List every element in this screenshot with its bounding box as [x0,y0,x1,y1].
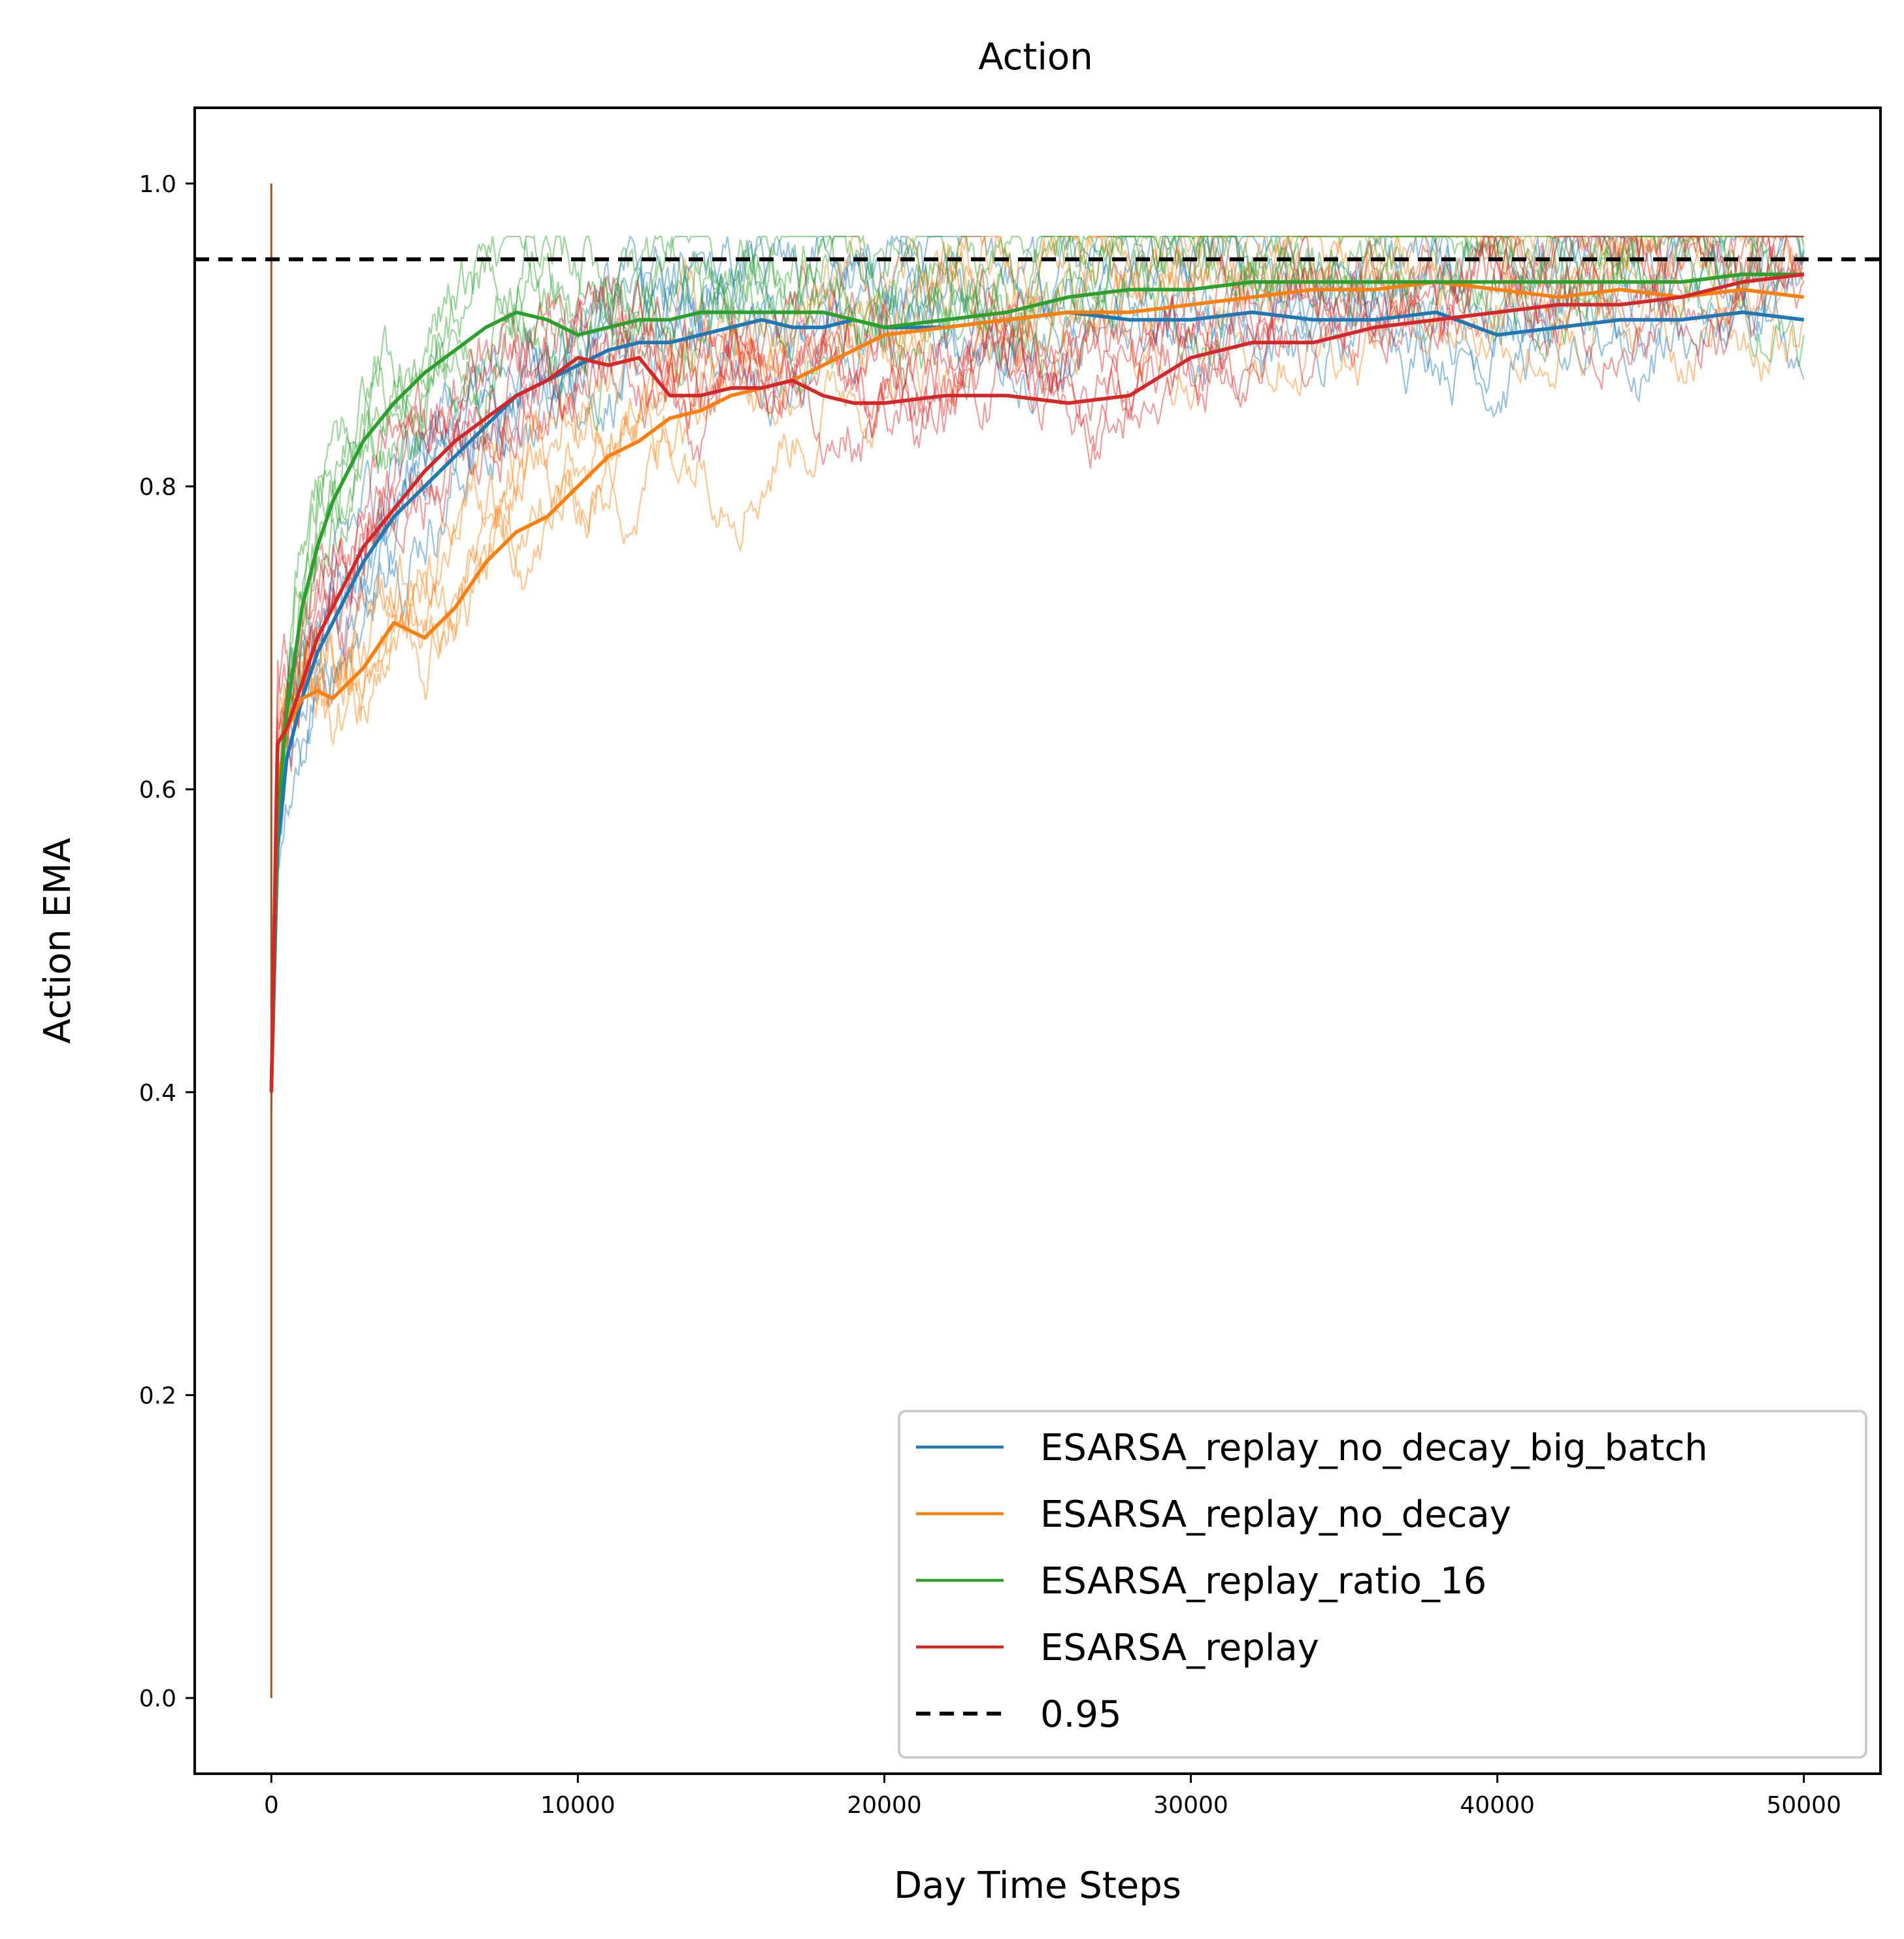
legend-label: ESARSA_replay [1040,1627,1319,1669]
y-tick-label: 1.0 [139,171,176,198]
run-line [271,235,1805,1067]
run-line [271,234,1804,1072]
run-line [271,234,1805,1068]
y-tick-label: 0.0 [139,1686,176,1712]
series-line [269,272,1805,1092]
y-tick-label: 0.6 [139,777,176,804]
run-line [271,234,1804,1062]
run-line [271,234,1805,1094]
run-line [271,233,1805,1104]
legend-frame [898,1410,1867,1759]
legend-label: ESARSA_replay_no_decay [1040,1493,1511,1536]
run-line [271,237,1805,1114]
run-line [271,235,1805,1114]
series-line [269,280,1805,1092]
x-tick-label: 30000 [1153,1792,1228,1819]
x-tick-label: 0 [264,1792,279,1819]
y-tick-label: 0.4 [139,1080,176,1107]
x-axis-ticks: 0 10000 20000 30000 40000 50000 [264,1774,1841,1819]
chart-title: Action [978,36,1092,78]
run-line [271,235,1805,1110]
legend-label: ESARSA_replay_no_decay_big_batch [1040,1427,1708,1469]
run-line [271,234,1804,1083]
x-tick-label: 20000 [847,1792,922,1819]
mean-series-lines [269,272,1805,1092]
y-tick-label: 0.2 [139,1382,176,1409]
x-axis-label: Day Time Steps [894,1865,1181,1907]
run-line [271,236,1805,1094]
y-axis-label: Action EMA [37,838,79,1043]
x-tick-label: 50000 [1766,1792,1841,1819]
run-line [271,234,1804,1077]
y-tick-label: 0.8 [139,474,176,501]
series-line [269,272,1804,1092]
series-line [269,310,1805,1092]
legend-label: ESARSA_replay_ratio_16 [1040,1560,1486,1603]
x-tick-label: 40000 [1460,1792,1535,1819]
y-axis-ticks: 0.0 0.2 0.4 0.6 0.8 1.0 [139,171,195,1712]
run-line [271,233,1805,1069]
run-line [271,234,1804,1062]
x-tick-label: 10000 [540,1792,616,1819]
legend-label: 0.95 [1040,1693,1122,1736]
legend: ESARSA_replay_no_decay_big_batch ESARSA_r… [898,1410,1867,1759]
plot-frame [193,106,1882,1775]
